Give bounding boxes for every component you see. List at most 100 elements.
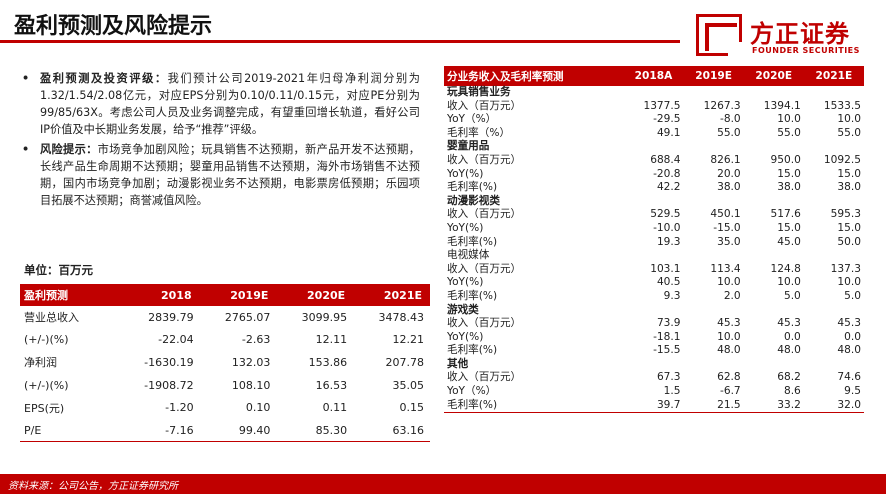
table-row: 营业总收入 2839.79 2765.07 3099.95 3478.43 xyxy=(20,306,430,329)
table-row: 收入（百万元） 67.3 62.8 68.2 74.6 xyxy=(444,371,864,385)
row-label: 毛利率(%) xyxy=(447,289,498,302)
column-header: 分业务收入及毛利率预测 xyxy=(444,66,624,86)
column-header: 2019E xyxy=(683,66,744,86)
row-label: YoY(%) xyxy=(447,276,484,289)
row-label: YoY(%) xyxy=(447,167,484,180)
table-cell: -1908.72 xyxy=(144,378,194,392)
table-cell: 45.3 xyxy=(837,317,861,330)
table-cell: 103.1 xyxy=(650,262,681,275)
table-row: 毛利率(%) 19.3 35.0 45.0 50.0 xyxy=(444,236,864,250)
table-cell: 49.1 xyxy=(656,126,681,139)
table-row: 毛利率(%) -15.5 48.0 48.0 48.0 xyxy=(444,344,864,358)
table-cell: 55.0 xyxy=(837,126,861,139)
table-cell: 826.1 xyxy=(710,153,741,166)
row-label: YoY（%） xyxy=(447,385,497,398)
table-cell: 20.0 xyxy=(717,167,741,180)
row-label: 毛利率(%) xyxy=(447,344,498,357)
table-cell: -6.7 xyxy=(720,385,741,398)
table-cell: 450.1 xyxy=(710,208,741,221)
row-label: YoY（%） xyxy=(447,113,497,126)
table-cell: -2.63 xyxy=(241,333,271,347)
row-label: 毛利率（%） xyxy=(447,126,511,139)
table-cell: -10.0 xyxy=(653,221,681,234)
bullet-label: 盈利预测及投资评级： xyxy=(40,72,168,85)
table-row: EPS(元) -1.20 0.10 0.11 0.15 xyxy=(20,396,430,419)
table-cell: 950.0 xyxy=(770,153,801,166)
table-cell: 2.0 xyxy=(723,289,741,302)
bullet-risk: • 风险提示：市场竞争加剧风险；玩具销售不达预期，新产品开发不达预期，长线产品生… xyxy=(20,141,420,209)
table-cell: 8.6 xyxy=(783,385,801,398)
profit-forecast-table: 盈利预测 2018 2019E 2020E 2021E 营业总收入 2839.79… xyxy=(20,284,430,443)
table-row: 收入（百万元） 688.4 826.1 950.0 1092.5 xyxy=(444,154,864,168)
table-cell: 10.0 xyxy=(837,276,861,289)
table-cell: -1630.19 xyxy=(144,355,194,369)
row-label: 毛利率(%) xyxy=(447,235,498,248)
table-cell: 68.2 xyxy=(777,371,801,384)
table-cell: 12.11 xyxy=(315,333,348,347)
table-cell: 9.5 xyxy=(844,385,861,398)
section-title: 其他 xyxy=(447,357,469,370)
table-cell: 48.0 xyxy=(777,344,801,357)
table-row: 毛利率(%) 39.7 21.5 33.2 32.0 xyxy=(444,398,864,414)
table-row: 毛利率（%） 49.1 55.0 55.0 55.0 xyxy=(444,127,864,141)
table-row: 毛利率(%) 9.3 2.0 5.0 5.0 xyxy=(444,290,864,304)
table-row: YoY(%) 40.5 10.0 10.0 10.0 xyxy=(444,276,864,290)
table-cell: 48.0 xyxy=(837,344,861,357)
row-label: 收入（百万元） xyxy=(447,317,522,330)
table-cell: 38.0 xyxy=(837,181,861,194)
table-cell: 207.78 xyxy=(385,355,425,369)
table-cell: 595.3 xyxy=(830,208,861,221)
table-cell: 39.7 xyxy=(623,398,684,414)
row-label: (+/-)(%) xyxy=(24,378,69,392)
table-cell: 45.0 xyxy=(777,235,801,248)
section-header-row: 动漫影视类 xyxy=(444,195,864,209)
table-cell: -18.1 xyxy=(653,330,681,343)
table-cell: 10.0 xyxy=(717,276,741,289)
summary-bullets: • 盈利预测及投资评级：我们预计公司2019-2021年归母净利润分别为1.32… xyxy=(20,70,420,212)
table-cell: 0.15 xyxy=(399,401,425,415)
section-title: 婴童用品 xyxy=(447,140,490,153)
table-cell: 1092.5 xyxy=(823,153,861,166)
table-row: 收入（百万元） 103.1 113.4 124.8 137.3 xyxy=(444,263,864,277)
section-header-row: 婴童用品 xyxy=(444,140,864,154)
table-cell: 35.05 xyxy=(392,378,425,392)
table-cell: -15.5 xyxy=(653,344,681,357)
row-label: YoY(%) xyxy=(447,221,484,234)
table-row: YoY（%） 1.5 -6.7 8.6 9.5 xyxy=(444,385,864,399)
table-cell: 153.86 xyxy=(308,355,348,369)
column-header: 2018A xyxy=(623,66,684,86)
table-cell: 16.53 xyxy=(315,378,348,392)
table-cell: 32.0 xyxy=(803,398,864,414)
table-cell: 55.0 xyxy=(777,126,801,139)
section-header-row: 其他 xyxy=(444,358,864,372)
table-cell: 517.6 xyxy=(770,208,801,221)
unit-label: 单位：百万元 xyxy=(24,263,93,277)
table-cell: -8.0 xyxy=(720,113,741,126)
table-cell: 38.0 xyxy=(777,181,801,194)
row-label: 收入（百万元） xyxy=(447,208,522,221)
table-row: YoY（%） -29.5 -8.0 10.0 10.0 xyxy=(444,113,864,127)
table-cell: 40.5 xyxy=(656,276,681,289)
section-header-row: 游戏类 xyxy=(444,304,864,318)
table-cell: 5.0 xyxy=(783,289,801,302)
section-title: 游戏类 xyxy=(447,303,479,316)
column-header: 2020E xyxy=(276,284,354,306)
section-title: 动漫影视类 xyxy=(447,194,500,207)
table-row: YoY(%) -10.0 -15.0 15.0 15.0 xyxy=(444,222,864,236)
table-cell: 33.2 xyxy=(743,398,804,414)
column-header: 2018 xyxy=(116,284,200,306)
table-cell: -15.0 xyxy=(713,221,741,234)
table-header-row: 分业务收入及毛利率预测 2018A 2019E 2020E 2021E xyxy=(444,66,864,86)
table-cell: 10.0 xyxy=(777,113,801,126)
footer-bar xyxy=(0,474,886,494)
table-cell: 3478.43 xyxy=(378,310,425,324)
row-label: YoY(%) xyxy=(447,330,484,343)
table-cell: 2765.07 xyxy=(224,310,271,324)
table-row: 净利润 -1630.19 132.03 153.86 207.78 xyxy=(20,351,430,374)
table-row: YoY(%) -18.1 10.0 0.0 0.0 xyxy=(444,331,864,345)
table-cell: 0.10 xyxy=(245,401,271,415)
column-header: 2019E xyxy=(199,284,277,306)
table-cell: 15.0 xyxy=(777,221,801,234)
table-cell: 10.0 xyxy=(837,113,861,126)
table-cell: 19.3 xyxy=(656,235,681,248)
